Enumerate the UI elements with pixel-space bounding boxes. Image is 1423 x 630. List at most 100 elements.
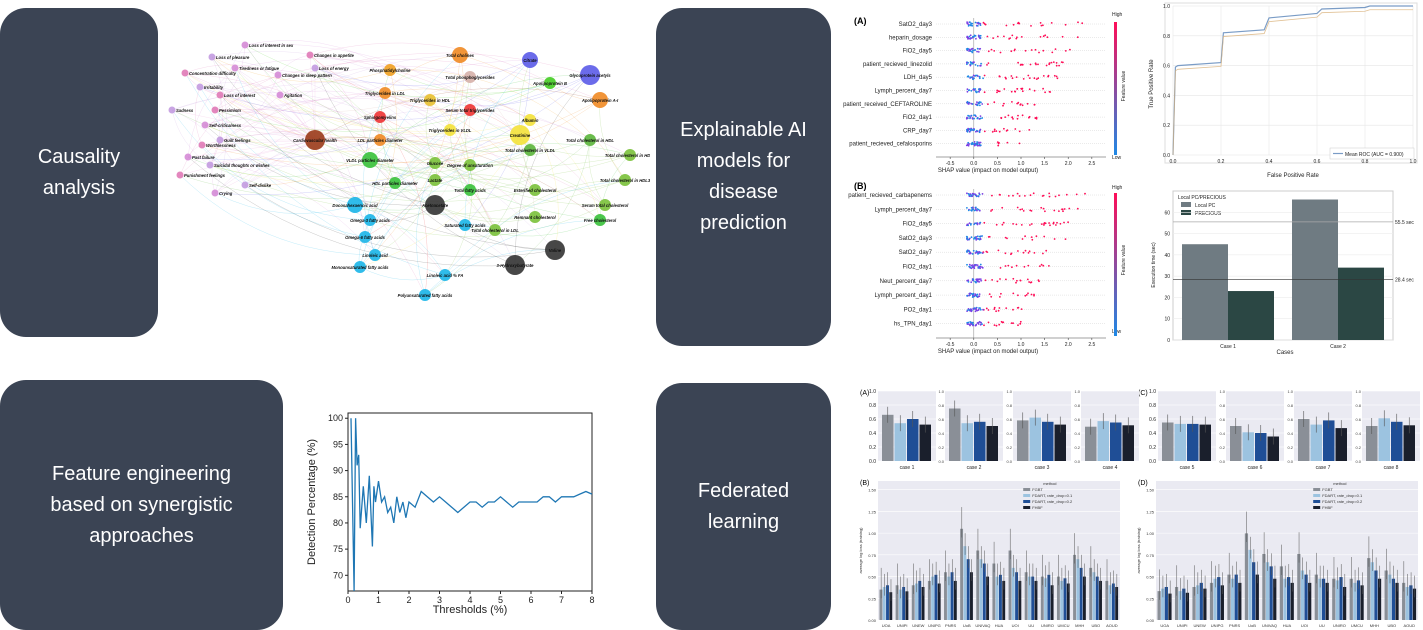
shap-a-colorbar-label: Feature value	[1121, 70, 1127, 101]
network-edge	[204, 95, 631, 156]
shap-point	[977, 238, 980, 240]
y-tick-label: 80	[333, 518, 343, 528]
shap-point	[976, 47, 979, 50]
fed-loss-bar	[1056, 576, 1060, 620]
shap-point	[1017, 306, 1020, 309]
shap-point	[981, 117, 984, 119]
shap-point	[987, 103, 989, 106]
fed-loss-bar	[1079, 567, 1083, 620]
fed-case-bar	[1335, 428, 1347, 461]
shap-b-x-label: SHAP value (impact on model output)	[938, 349, 1038, 355]
fed-loss-bar	[944, 572, 947, 620]
network-edge	[459, 54, 626, 181]
network-edge	[309, 54, 606, 206]
shap-point	[1019, 323, 1022, 325]
shap-point	[1027, 252, 1030, 254]
network-node	[522, 52, 538, 68]
fed-case-bar	[1110, 422, 1122, 461]
fed-loss-bar	[1217, 577, 1221, 620]
fed-loss-bar	[1230, 578, 1235, 620]
network-edge	[199, 86, 556, 251]
shap-point	[973, 141, 976, 143]
shap-point	[1016, 88, 1019, 90]
shap-point	[999, 194, 1001, 196]
network-node-label: Loss of interest in sex	[249, 43, 294, 48]
shap-point	[974, 294, 976, 297]
fed-case-bar	[1310, 424, 1322, 461]
shap-point	[1000, 117, 1003, 120]
shap-point	[976, 64, 979, 67]
shap-point	[982, 21, 985, 24]
shap-feature-label: FiO2_day5	[903, 49, 933, 55]
fed-y-tick: 0.2	[1006, 445, 1012, 450]
shap-point	[1012, 223, 1014, 225]
shap-point	[974, 310, 977, 313]
fed-loss-bar	[1040, 576, 1044, 620]
fed-loss-bar	[1095, 576, 1099, 620]
network-edge	[429, 74, 591, 107]
shap-point	[967, 141, 970, 144]
fed-y-tick: 0.4	[869, 431, 876, 437]
network-edge	[179, 139, 316, 176]
shap-point	[966, 192, 968, 195]
network-edge	[369, 159, 471, 173]
shap-point	[979, 263, 982, 266]
fed-y-tick: 0.8	[1355, 403, 1361, 408]
fed-loss-bar	[1092, 572, 1096, 620]
network-edge	[199, 86, 316, 141]
fed-loss-bar	[1308, 582, 1312, 620]
fed-loss-bar	[1325, 582, 1329, 620]
shap-point	[971, 51, 974, 54]
fed-loss-bar	[999, 574, 1002, 620]
shap-point	[993, 306, 996, 309]
shap-point	[978, 141, 980, 144]
shap-point	[986, 64, 988, 66]
network-node	[594, 214, 606, 226]
shap-point	[1049, 91, 1052, 93]
box-line: based on synergistic	[50, 493, 233, 516]
fed-y-tick: 1.0	[1355, 389, 1361, 394]
network-node	[505, 255, 525, 275]
shap-point	[966, 88, 969, 91]
shap-point	[998, 142, 1000, 144]
network-node-label: Linoleic acid % FA	[427, 273, 464, 278]
shap-point	[968, 323, 970, 326]
fed-loss-bar	[1099, 580, 1102, 620]
shap-point	[998, 75, 1001, 78]
fed-loss-bar	[1089, 567, 1093, 620]
fed-loss-bar	[1060, 580, 1064, 620]
execution-chart-panel: Cases Execution time (sec) Local PC/PREC…	[1145, 185, 1423, 357]
shap-point	[968, 48, 971, 51]
fed-loss-bar	[1248, 549, 1252, 620]
shap-point	[1000, 320, 1003, 323]
network-edge	[359, 134, 521, 268]
exec-x-label: Cases	[1276, 350, 1293, 356]
network-node	[201, 121, 209, 129]
shap-point	[979, 278, 982, 280]
shap-point	[966, 35, 969, 38]
network-edge	[195, 86, 203, 146]
fed-case-bar	[1267, 436, 1279, 461]
exec-legend-local: Local PC	[1195, 203, 1216, 209]
fed-loss-bar	[1108, 585, 1112, 620]
network-node	[464, 184, 476, 196]
fed-legend-swatch	[1023, 488, 1031, 491]
shap-point	[1022, 210, 1025, 212]
network-node-label: Loss of pleasure	[216, 55, 250, 60]
shap-point	[978, 193, 981, 196]
shap-point	[1028, 250, 1031, 253]
shap-x-tick-label: 2.5	[1088, 161, 1095, 167]
network-node-label: Changes in appetite	[314, 53, 354, 58]
shap-point	[1042, 207, 1045, 210]
roc-mean-line	[1172, 5, 1413, 156]
fed-loss-bar	[1015, 572, 1019, 620]
fed-loss-bar	[1269, 566, 1273, 620]
network-edge	[464, 219, 601, 237]
network-node-label: Self-dislike	[249, 183, 272, 188]
fed-y-tick: 1.0	[1149, 389, 1156, 395]
network-edge	[218, 44, 246, 141]
shap-feature-label: Neut_percent_day7	[880, 279, 933, 285]
network-edge	[379, 139, 466, 226]
exec-bar	[1228, 291, 1274, 340]
network-edge	[211, 56, 228, 194]
